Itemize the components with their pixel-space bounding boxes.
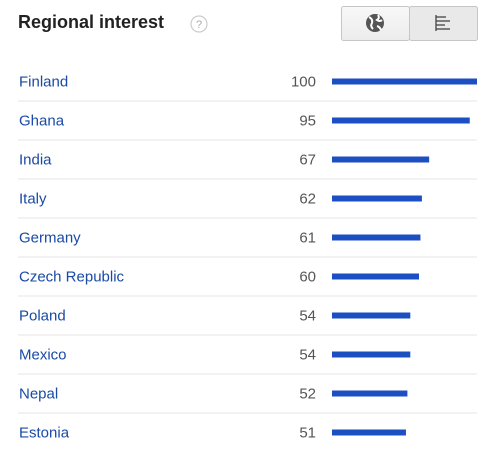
bar [332, 156, 430, 163]
help-icon-text: ? [196, 19, 202, 31]
bar [332, 234, 421, 241]
chart-title: Regional interest [18, 12, 164, 32]
region-name[interactable]: Estonia [19, 424, 70, 441]
value-label: 54 [299, 346, 316, 363]
region-name[interactable]: Germany [19, 229, 81, 246]
value-label: 67 [299, 151, 316, 168]
region-name[interactable]: Nepal [19, 385, 58, 402]
bar [332, 273, 419, 280]
bar [332, 429, 406, 436]
value-label: 62 [299, 190, 316, 207]
bar [332, 390, 408, 397]
bar [332, 195, 422, 202]
bar [332, 312, 411, 319]
region-name[interactable]: Finland [19, 73, 68, 90]
value-label: 52 [299, 385, 316, 402]
value-label: 100 [291, 73, 316, 90]
bar [332, 78, 477, 85]
value-label: 95 [299, 112, 316, 129]
value-label: 60 [299, 268, 316, 285]
value-label: 51 [299, 424, 316, 441]
region-name[interactable]: India [19, 151, 52, 168]
bar [332, 351, 411, 358]
list-icon [435, 15, 450, 31]
region-name[interactable]: Mexico [19, 346, 67, 363]
help-icon[interactable] [190, 15, 208, 33]
region-name[interactable]: Ghana [19, 112, 65, 129]
region-name[interactable]: Italy [19, 190, 47, 207]
list-view-button[interactable] [409, 6, 478, 41]
value-label: 61 [299, 229, 316, 246]
bar [332, 117, 470, 124]
region-name[interactable]: Poland [19, 307, 66, 324]
region-name[interactable]: Czech Republic [19, 268, 125, 285]
value-label: 54 [299, 307, 316, 324]
globe-icon [366, 14, 384, 32]
